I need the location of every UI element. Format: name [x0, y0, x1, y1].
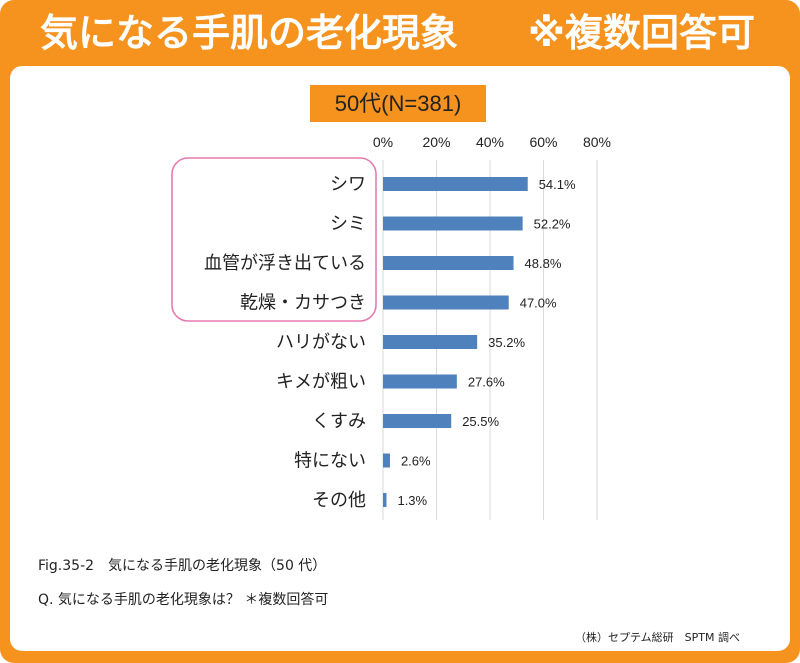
bar: [383, 414, 452, 428]
category-label: キメが粗い: [276, 372, 366, 393]
bar: [383, 493, 387, 507]
highlight-box: [171, 157, 377, 322]
category-label: その他: [312, 490, 366, 511]
category-label: 血管が浮き出ている: [204, 253, 366, 274]
data-label: 54.1%: [539, 177, 576, 192]
bar: [383, 177, 528, 191]
page-title: 気になる手肌の老化現象 ※複数回答可: [0, 4, 800, 62]
category-label: 特にない: [294, 451, 366, 472]
figure-caption: Fig.35-2 気になる手肌の老化現象（50 代）: [38, 558, 327, 574]
category-label: 乾燥・カサつき: [240, 293, 366, 314]
data-label: 1.3%: [397, 493, 427, 508]
data-label: 35.2%: [488, 335, 525, 350]
category-label: シミ: [330, 214, 366, 235]
title-text: 気になる手肌の老化現象: [40, 11, 459, 55]
bar: [383, 216, 523, 231]
source-credit: （株）セプテム総研 SPTM 調べ: [575, 631, 740, 644]
category-label: ハリがない: [276, 332, 366, 353]
multiple-answer-note: ※複数回答可: [528, 11, 755, 55]
data-label: 25.5%: [462, 414, 499, 429]
tick-label: 40%: [476, 134, 504, 150]
bar: [383, 295, 509, 310]
data-label: 48.8%: [525, 256, 562, 271]
category-label: くすみ: [312, 411, 366, 432]
tick-label: 20%: [422, 134, 450, 150]
question-caption: Q. 気になる手肌の老化現象は？ ＊複数回答可: [38, 592, 329, 608]
category-label: シワ: [330, 174, 366, 195]
data-label: 52.2%: [534, 217, 571, 232]
bar: [383, 256, 514, 270]
tick-label: 0%: [373, 134, 393, 150]
sample-badge: 50代(N=381): [310, 85, 486, 122]
chart-panel: [10, 66, 790, 651]
data-label: 2.6%: [401, 454, 431, 469]
tick-label: 60%: [529, 134, 557, 150]
data-label: 27.6%: [468, 375, 505, 390]
bar: [383, 374, 457, 389]
bar: [383, 335, 478, 349]
bar: [383, 453, 390, 468]
tick-label: 80%: [583, 134, 611, 150]
data-label: 47.0%: [520, 296, 557, 311]
